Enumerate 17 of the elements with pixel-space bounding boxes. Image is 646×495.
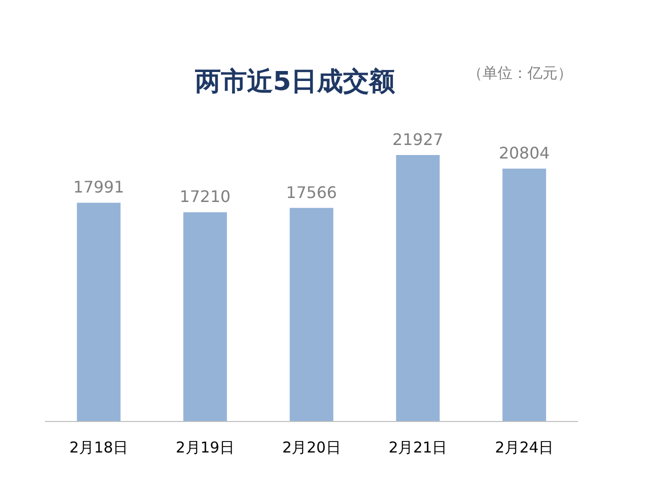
- bar: [76, 202, 121, 421]
- data-label: 17210: [180, 187, 231, 206]
- x-tick-label: 2月19日: [176, 438, 234, 456]
- data-label: 21927: [392, 130, 444, 149]
- chart-title: 两市近5日成交额: [194, 67, 396, 97]
- chart-subtitle: （单位：亿元）: [468, 64, 572, 82]
- data-label: 20804: [498, 144, 550, 163]
- data-label: 17991: [73, 178, 124, 197]
- bar: [290, 208, 334, 421]
- x-tick-label: 2月18日: [69, 438, 128, 456]
- bar: [396, 155, 440, 421]
- x-tick-label: 2月24日: [494, 438, 554, 456]
- data-label: 17566: [286, 182, 337, 202]
- bar: [183, 212, 227, 421]
- x-tick-label: 2月20日: [282, 438, 341, 456]
- x-tick-label: 2月21日: [388, 438, 448, 456]
- bar: [502, 168, 546, 421]
